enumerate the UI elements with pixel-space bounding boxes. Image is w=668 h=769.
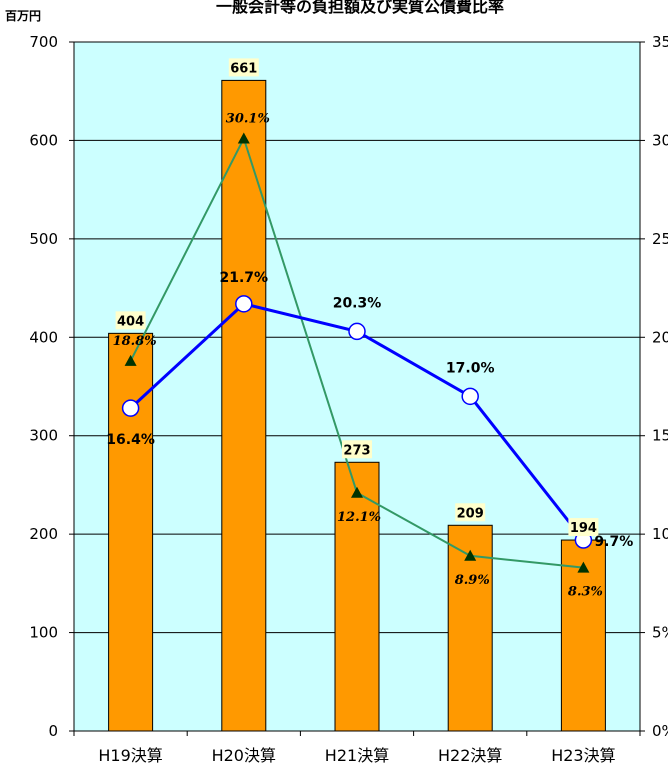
left-tick-label: 0 [48, 722, 58, 740]
left-axis-unit: 百万円 [5, 9, 41, 23]
left-tick-label: 600 [29, 131, 58, 149]
circle-line-label: 17.0% [446, 360, 495, 376]
bar-label-bg [115, 311, 146, 330]
triangle-marker [124, 354, 137, 366]
bar-label-bg [568, 518, 599, 537]
triangle-line-label: 18.8% [113, 334, 157, 349]
x-tick-label: H20決算 [212, 746, 276, 765]
data-labels: 404 661 273 209 194 16.4% 21.7% 20.3% 17.0% 9.7% 1… [106, 58, 633, 600]
right-axis: 0% 5% 10% 15% 20% 25% 30% 35% [640, 33, 668, 740]
green-line-series [124, 132, 590, 573]
triangle-line-label: 30.1% [226, 111, 270, 126]
left-tick-label: 700 [29, 33, 58, 51]
left-tick-label: 500 [29, 230, 58, 248]
x-tick-label: H19決算 [98, 746, 162, 765]
left-axis: 0 100 200 300 400 500 600 700 [29, 33, 74, 740]
left-tick-label: 400 [29, 328, 58, 346]
x-tick-label: H23決算 [551, 746, 615, 765]
bar-label: 661 [230, 61, 257, 76]
triangle-marker [351, 486, 363, 498]
bar-label-bg [342, 440, 372, 459]
triangle-marker [464, 549, 477, 561]
left-tick-label: 200 [29, 525, 58, 543]
circle-line-label: 16.4% [106, 432, 155, 448]
circle-marker [121, 399, 140, 417]
triangle-marker [237, 132, 250, 144]
bar-label: 194 [570, 521, 597, 536]
x-tick-label: H22決算 [438, 746, 502, 765]
x-axis: H19決算 H20決算 H21決算 H22決算 H23決算 [73, 731, 641, 765]
x-tick-label: H21決算 [325, 746, 389, 765]
right-tick-label: 25% [652, 230, 668, 248]
gridlines [74, 139, 640, 634]
chart-title: 一般会計等の負担額及び実質公債費比率 [216, 0, 504, 16]
right-tick-label: 15% [652, 427, 668, 445]
triangle-marker [577, 561, 590, 573]
circle-line-label: 9.7% [594, 534, 633, 550]
right-tick-label: 20% [652, 328, 668, 346]
right-tick-label: 0% [652, 722, 668, 740]
left-tick-label: 100 [29, 624, 58, 642]
bar-label: 209 [457, 506, 484, 521]
bar-label: 273 [343, 443, 370, 458]
blue-line-series [121, 295, 593, 549]
right-tick-label: 30% [652, 131, 668, 149]
bar [221, 79, 267, 732]
bar [334, 461, 380, 732]
bar-label-bg [228, 58, 259, 77]
circle-marker [461, 387, 479, 406]
right-tick-label: 5% [652, 624, 668, 642]
triangle-line-label: 8.3% [568, 585, 603, 600]
triangle-line-label: 8.9% [455, 573, 490, 588]
circle-line-label: 21.7% [220, 270, 269, 286]
bar-label: 404 [117, 314, 144, 329]
bar-label-bg [455, 503, 486, 522]
triangle-line-label: 12.1% [337, 510, 381, 525]
left-tick-label: 300 [29, 427, 58, 445]
right-tick-label: 35% [652, 33, 668, 51]
circle-marker [348, 322, 366, 341]
circle-line-label: 20.3% [333, 295, 382, 311]
circle-marker [235, 295, 253, 313]
right-tick-label: 10% [652, 525, 668, 543]
